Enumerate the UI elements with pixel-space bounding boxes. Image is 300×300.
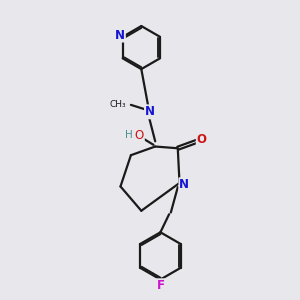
- Text: N: N: [145, 105, 155, 118]
- Text: O: O: [135, 129, 144, 142]
- Text: F: F: [156, 279, 164, 292]
- Text: N: N: [179, 178, 189, 191]
- Text: O: O: [197, 133, 207, 146]
- Text: H: H: [124, 130, 132, 140]
- Text: N: N: [115, 28, 125, 42]
- Text: CH₃: CH₃: [110, 100, 126, 109]
